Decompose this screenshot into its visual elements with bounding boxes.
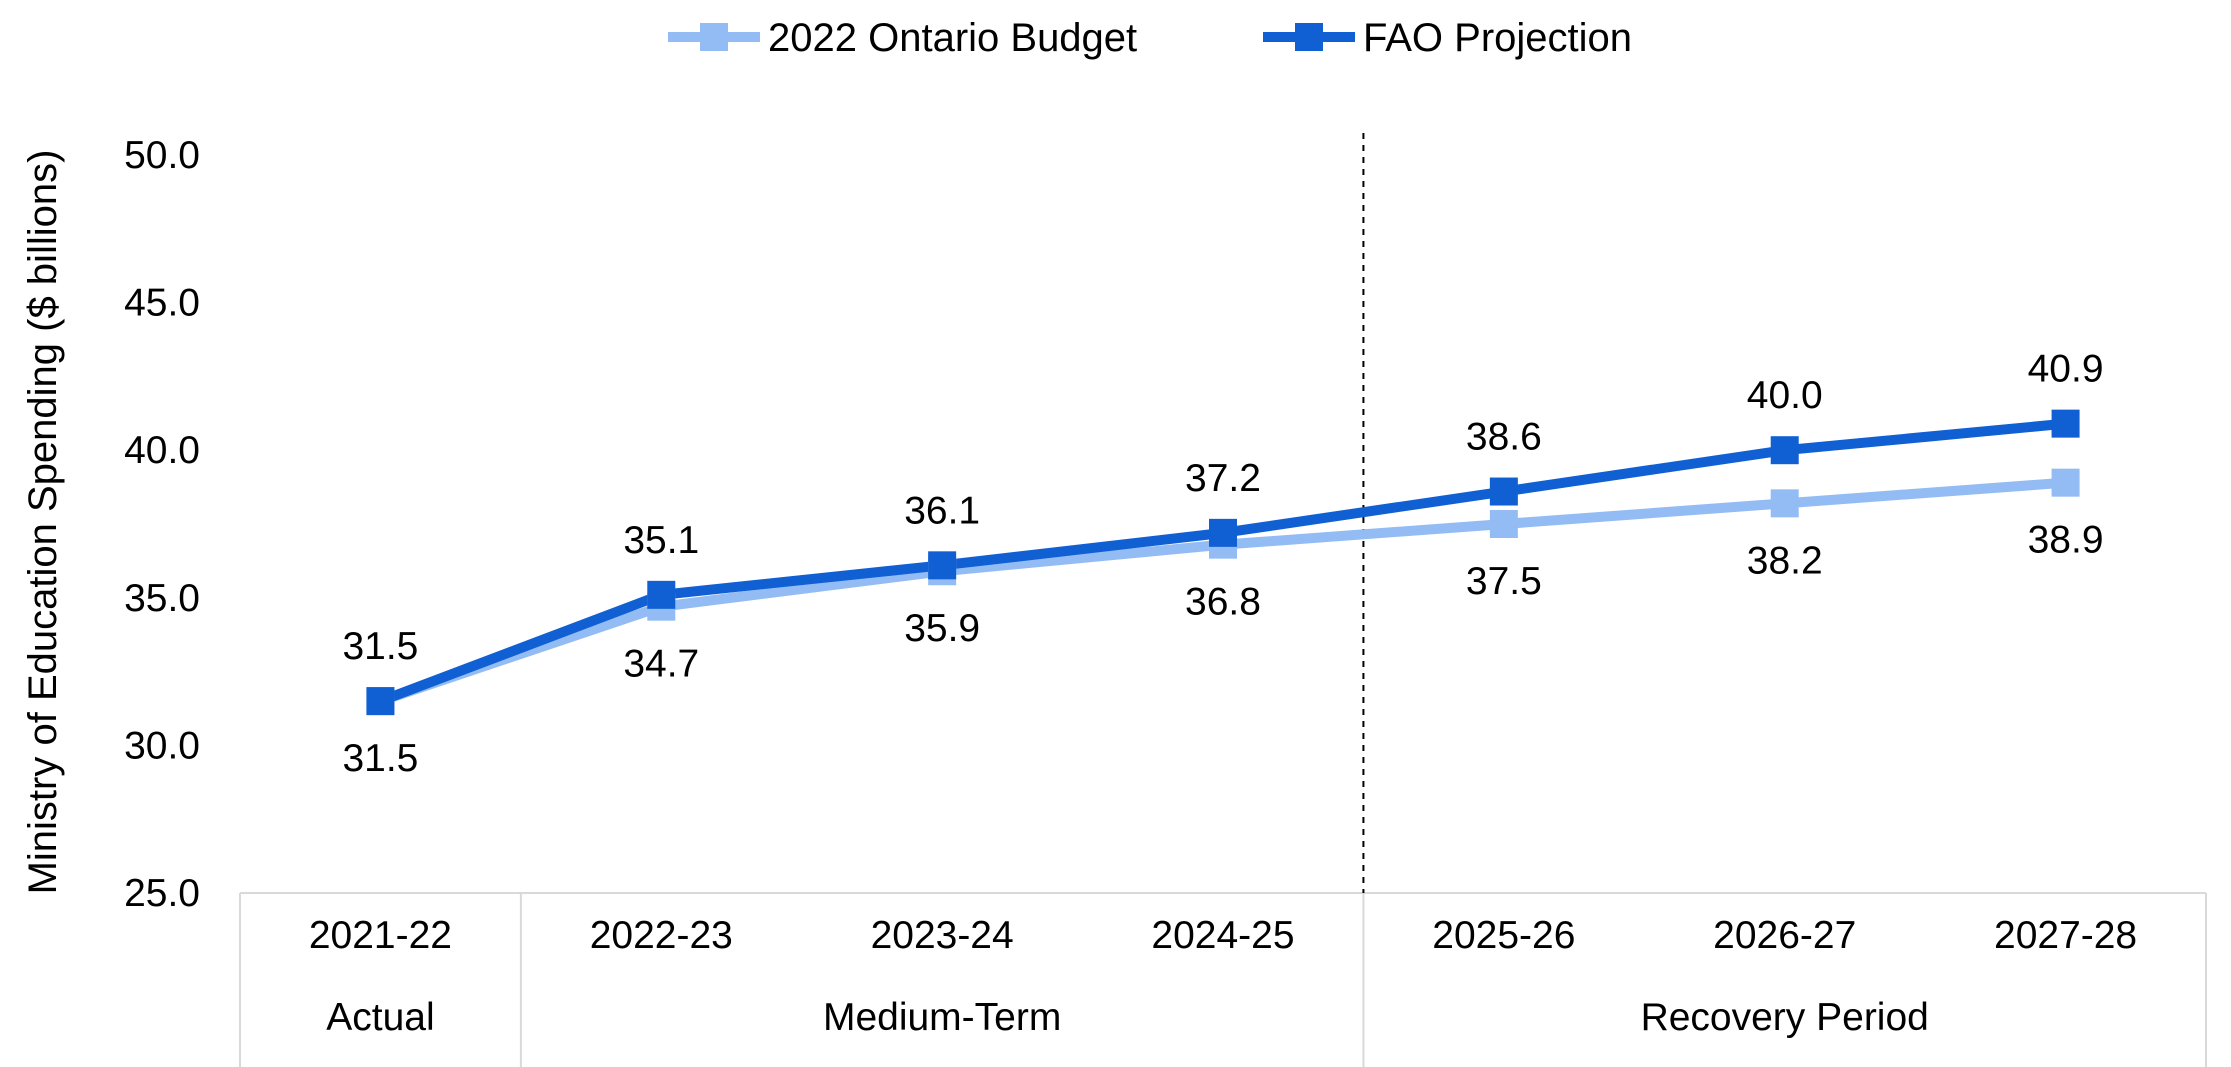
x-category-label: 2027-28 [1994,914,2137,957]
y-tick-label: 45.0 [124,282,200,325]
data-label-fao-projection: 35.1 [623,519,699,562]
data-label-2022-ontario-budget: 34.7 [623,643,699,686]
y-axis-title: Ministry of Education Spending ($ billio… [21,150,65,895]
marker-2022-ontario-budget [1770,489,1799,518]
y-tick-label: 40.0 [124,429,200,472]
category-labels: 2021-22 2022-23 2023-24 2024-25 2025-26 2026-… [309,914,2137,957]
marker-2022-ontario-budget [1489,510,1518,538]
y-tick-label: 30.0 [124,724,200,767]
data-labels: 31.5 34.7 35.9 36.8 37.5 38.2 38.9 31.5 35.1 36.1… [342,348,2103,780]
data-label-2022-ontario-budget: 31.5 [342,737,418,780]
marker-fao-projection [2051,409,2080,438]
x-group-label: Actual [326,996,434,1039]
series-markers [366,409,2080,716]
data-label-fao-projection: 40.0 [1747,374,1823,417]
x-category-label: 2021-22 [309,914,452,957]
marker-fao-projection [1489,477,1518,506]
marker-fao-projection [366,687,395,716]
legend: 2022 Ontario Budget FAO Projection [668,16,1632,60]
x-category-label: 2026-27 [1713,914,1856,957]
x-category-label: 2025-26 [1432,914,1575,957]
data-label-2022-ontario-budget: 35.9 [904,607,980,650]
y-tick-label: 25.0 [124,872,200,915]
data-label-2022-ontario-budget: 38.9 [2028,519,2104,562]
legend-label: 2022 Ontario Budget [768,16,1137,60]
legend-item-2022-ontario-budget: 2022 Ontario Budget [668,16,1137,60]
legend-marker-2022-ontario-budget [700,23,728,51]
y-tick-label: 50.0 [124,134,200,177]
group-labels: Actual Medium-Term Recovery Period [326,996,1929,1039]
marker-fao-projection [647,580,676,609]
category-table [239,892,2207,1067]
data-label-fao-projection: 38.6 [1466,416,1542,459]
x-category-label: 2022-23 [590,914,733,957]
x-group-label: Medium-Term [823,996,1061,1039]
x-category-label: 2023-24 [871,914,1014,957]
y-tick-label: 35.0 [124,577,200,620]
marker-fao-projection [1770,436,1799,465]
data-label-2022-ontario-budget: 37.5 [1466,560,1542,603]
legend-marker-fao-projection [1295,23,1323,51]
data-label-2022-ontario-budget: 36.8 [1185,581,1261,624]
data-label-fao-projection: 40.9 [2028,348,2104,391]
marker-fao-projection [928,551,957,580]
legend-label: FAO Projection [1363,16,1632,60]
y-axis-ticks: 25.0 30.0 35.0 40.0 45.0 50.0 [124,134,200,915]
data-label-fao-projection: 36.1 [904,489,980,532]
marker-2022-ontario-budget [2051,468,2080,497]
x-category-label: 2024-25 [1151,914,1294,957]
data-label-fao-projection: 37.2 [1185,457,1261,500]
marker-fao-projection [1209,518,1237,547]
x-group-label: Recovery Period [1641,996,1929,1039]
data-label-2022-ontario-budget: 38.2 [1747,539,1823,582]
data-label-fao-projection: 31.5 [342,625,418,668]
legend-item-fao-projection: FAO Projection [1263,16,1632,60]
